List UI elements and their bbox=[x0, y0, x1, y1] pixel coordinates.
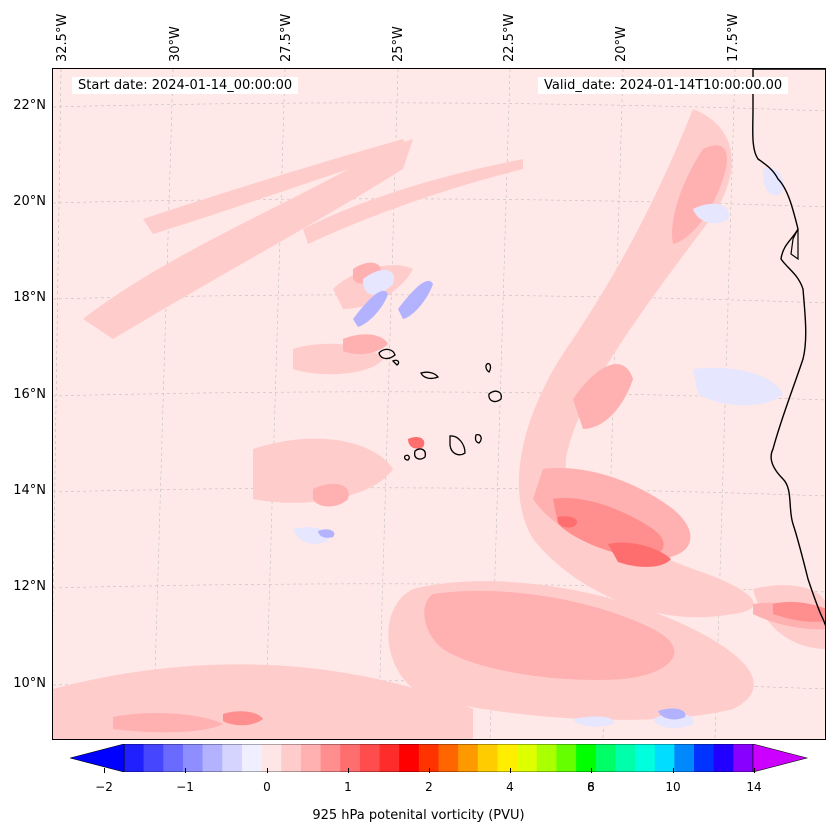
colorbar-segment bbox=[300, 744, 321, 772]
island-sal bbox=[485, 362, 492, 373]
colorbar-segment bbox=[733, 744, 754, 772]
colorbar-min-extend bbox=[70, 744, 125, 772]
cape-verde-islands bbox=[378, 348, 502, 461]
colorbar-tick bbox=[510, 768, 511, 773]
lat-label-10n: 10°N bbox=[13, 676, 46, 691]
colorbar-label-2: 2 bbox=[425, 780, 433, 794]
colorbar-segment bbox=[399, 744, 420, 772]
map-panel bbox=[52, 68, 826, 740]
colorbar-segment bbox=[241, 744, 262, 772]
colorbar-segment bbox=[615, 744, 636, 772]
island-brava bbox=[403, 454, 410, 461]
colorbar-title: 925 hPa potenital vorticity (PVU) bbox=[312, 808, 525, 823]
island-sao-vicente bbox=[391, 359, 400, 366]
pv-level-dark-red bbox=[408, 436, 671, 567]
colorbar-segment bbox=[359, 744, 380, 772]
colorbar-label-10: 10 bbox=[665, 780, 681, 794]
lat-label-22n: 22°N bbox=[13, 98, 46, 113]
colorbar-tick bbox=[104, 768, 105, 773]
colorbar-segment bbox=[477, 744, 498, 772]
lat-label-12n: 12°N bbox=[13, 579, 46, 594]
colorbar-label-1: 1 bbox=[344, 780, 352, 794]
lat-label-16n: 16°N bbox=[13, 387, 46, 402]
colorbar-tick bbox=[185, 768, 186, 773]
colorbar-tick bbox=[348, 768, 349, 773]
colorbar-segment bbox=[517, 744, 538, 772]
colorbar-segment bbox=[143, 744, 164, 772]
lon-label-32-5w: 32.5°W bbox=[55, 13, 70, 62]
colorbar-segment bbox=[595, 744, 616, 772]
island-santiago bbox=[449, 435, 466, 456]
colorbar-tick bbox=[429, 768, 430, 773]
island-sao-nicolau bbox=[420, 371, 440, 380]
colorbar-segment bbox=[458, 744, 479, 772]
pv-contour-map bbox=[53, 69, 825, 739]
lon-label-22-5w: 22.5°W bbox=[502, 13, 517, 62]
colorbar-segment bbox=[438, 744, 459, 772]
colorbar-label-neg2: −2 bbox=[95, 780, 113, 794]
lon-label-20w: 20°W bbox=[614, 26, 629, 62]
colorbar-segment bbox=[202, 744, 223, 772]
lat-label-18n: 18°N bbox=[13, 290, 46, 305]
island-santo-antao bbox=[378, 348, 396, 360]
colorbar-tick bbox=[673, 768, 674, 773]
colorbar-segment bbox=[536, 744, 557, 772]
island-maio bbox=[474, 433, 482, 444]
colorbar-label-4: 4 bbox=[506, 780, 514, 794]
colorbar-segment bbox=[694, 744, 714, 772]
colorbar-segment bbox=[497, 744, 518, 772]
valid-date-label: Valid_date: 2024-01-14T10:00:00.00 bbox=[538, 77, 789, 94]
lon-label-30w: 30°W bbox=[168, 26, 183, 62]
colorbar-segment bbox=[379, 744, 400, 772]
colorbar-max-extend bbox=[752, 744, 809, 772]
pv-level-blue bbox=[318, 280, 686, 720]
colorbar-segment bbox=[340, 744, 361, 772]
colorbar-tick bbox=[591, 768, 592, 773]
lat-label-14n: 14°N bbox=[13, 483, 46, 498]
colorbar-segment bbox=[635, 744, 656, 772]
colorbar-label-0: 0 bbox=[263, 780, 271, 794]
colorbar-label-6: 6 bbox=[587, 780, 595, 794]
coastline-detail bbox=[790, 228, 799, 261]
lon-label-17-5w: 17.5°W bbox=[726, 13, 741, 62]
colorbar-segment bbox=[576, 744, 597, 772]
colorbar-segment bbox=[713, 744, 734, 772]
colorbar-segment bbox=[556, 744, 577, 772]
lon-label-27-5w: 27.5°W bbox=[279, 13, 294, 62]
start-date-label: Start date: 2024-01-14_00:00:00 bbox=[72, 77, 299, 94]
colorbar-segment bbox=[222, 744, 243, 772]
island-fogo bbox=[414, 448, 426, 460]
colorbar-segment bbox=[654, 744, 675, 772]
colorbar bbox=[70, 744, 809, 772]
lat-label-20n: 20°N bbox=[13, 194, 46, 209]
lon-label-25w: 25°W bbox=[391, 26, 406, 62]
colorbar-segment bbox=[163, 744, 184, 772]
colorbar-label-8: 8 bbox=[587, 780, 595, 794]
colorbar-tick bbox=[754, 768, 755, 773]
colorbar-tick bbox=[267, 768, 268, 773]
colorbar-segment bbox=[418, 744, 439, 772]
colorbar-segment bbox=[124, 744, 144, 772]
coastline-africa bbox=[752, 69, 825, 626]
colorbar-segment bbox=[182, 744, 203, 772]
colorbar-segment bbox=[261, 744, 282, 772]
colorbar-label-14: 14 bbox=[746, 780, 762, 794]
colorbar-segment bbox=[281, 744, 302, 772]
pv-level-red bbox=[223, 498, 825, 726]
colorbar-segments bbox=[123, 744, 754, 772]
island-boa-vista bbox=[488, 390, 502, 403]
colorbar-segment bbox=[674, 744, 695, 772]
colorbar-segment bbox=[320, 744, 341, 772]
colorbar-label-neg1: −1 bbox=[176, 780, 194, 794]
